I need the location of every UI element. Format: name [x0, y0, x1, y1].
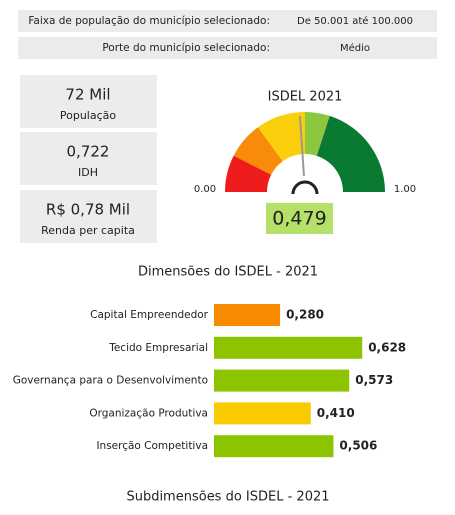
category-label: Capital Empreendedor: [90, 309, 209, 321]
bar: [214, 435, 334, 458]
card-value: 72 Mil: [65, 86, 110, 104]
bar: [214, 369, 350, 392]
card-label: IDH: [78, 166, 98, 179]
value-label: 0,573: [355, 373, 393, 387]
card-value: R$ 0,78 Mil: [46, 201, 130, 219]
gauge-band: [316, 115, 385, 192]
gauge-tick-label: 0.00: [194, 184, 216, 195]
bar: [214, 304, 281, 326]
card: [20, 132, 157, 185]
gauge-band: [305, 112, 330, 156]
chart-title: Dimensões do ISDEL - 2021: [138, 265, 318, 280]
filter-value: Médio: [340, 42, 370, 54]
gauge-tick-label: 1.00: [394, 184, 416, 195]
category-label: Inserção Competitiva: [96, 440, 208, 452]
card-value: 0,722: [67, 143, 110, 161]
category-label: Tecido Empresarial: [108, 342, 208, 354]
category-label: Governança para o Desenvolvimento: [13, 375, 208, 387]
card: [20, 75, 157, 128]
filter-row: [18, 37, 437, 59]
value-label: 0,410: [317, 406, 355, 420]
value-label: 0,280: [286, 308, 324, 322]
gauge-needle: [298, 116, 305, 177]
card-label: Renda per capita: [41, 224, 135, 237]
card: [20, 190, 157, 243]
gauge-band: [233, 127, 283, 175]
gauge-pivot: [291, 180, 319, 195]
filter-value: De 50.001 até 100.000: [297, 15, 413, 27]
value-label: 0,628: [368, 340, 406, 354]
gauge-value: 0,479: [272, 208, 326, 230]
category-label: Organização Produtiva: [89, 407, 208, 419]
value-label: 0,506: [339, 439, 377, 453]
filter-row: [18, 10, 437, 32]
gauge-band: [225, 155, 272, 192]
bar: [214, 402, 311, 425]
filter-label: Faixa de população do município selecion…: [28, 15, 270, 27]
section-title: Subdimensões do ISDEL - 2021: [126, 490, 329, 505]
filter-label: Porte do município selecionado:: [102, 42, 270, 54]
bar: [214, 336, 363, 359]
gauge-band: [257, 112, 305, 162]
gauge-title: ISDEL 2021: [268, 90, 343, 105]
gauge-value-box: [266, 203, 333, 234]
card-label: População: [60, 109, 117, 122]
